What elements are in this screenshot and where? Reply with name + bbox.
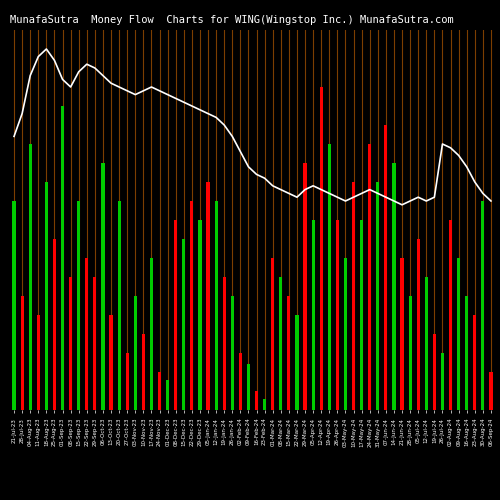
Bar bbox=[263, 398, 266, 410]
Bar bbox=[384, 125, 388, 410]
Bar bbox=[336, 220, 339, 410]
Bar bbox=[53, 239, 56, 410]
Bar bbox=[408, 296, 412, 410]
Bar bbox=[118, 201, 120, 410]
Bar bbox=[465, 296, 468, 410]
Bar bbox=[288, 296, 290, 410]
Bar bbox=[368, 144, 372, 410]
Bar bbox=[490, 372, 492, 410]
Bar bbox=[247, 364, 250, 410]
Bar bbox=[344, 258, 347, 410]
Bar bbox=[424, 277, 428, 410]
Bar bbox=[36, 315, 40, 410]
Bar bbox=[457, 258, 460, 410]
Bar bbox=[94, 277, 96, 410]
Bar bbox=[61, 106, 64, 410]
Bar bbox=[312, 220, 314, 410]
Bar bbox=[158, 372, 161, 410]
Bar bbox=[230, 296, 234, 410]
Bar bbox=[45, 182, 48, 410]
Bar bbox=[433, 334, 436, 410]
Bar bbox=[20, 296, 24, 410]
Bar bbox=[441, 353, 444, 410]
Bar bbox=[360, 220, 363, 410]
Bar bbox=[214, 201, 218, 410]
Bar bbox=[222, 277, 226, 410]
Bar bbox=[449, 220, 452, 410]
Bar bbox=[473, 315, 476, 410]
Bar bbox=[320, 87, 323, 410]
Bar bbox=[150, 258, 153, 410]
Bar bbox=[12, 201, 16, 410]
Bar bbox=[102, 163, 104, 410]
Text: (Wingstop Inc.) MunafaSutra.com: (Wingstop Inc.) MunafaSutra.com bbox=[260, 15, 454, 25]
Bar bbox=[239, 353, 242, 410]
Bar bbox=[174, 220, 178, 410]
Bar bbox=[400, 258, 404, 410]
Bar bbox=[85, 258, 88, 410]
Bar bbox=[271, 258, 274, 410]
Bar bbox=[352, 182, 355, 410]
Bar bbox=[255, 391, 258, 410]
Bar bbox=[376, 182, 380, 410]
Bar bbox=[110, 315, 112, 410]
Bar bbox=[182, 239, 186, 410]
Bar bbox=[279, 277, 282, 410]
Bar bbox=[134, 296, 137, 410]
Bar bbox=[206, 182, 210, 410]
Bar bbox=[296, 315, 298, 410]
Bar bbox=[69, 277, 72, 410]
Bar bbox=[482, 201, 484, 410]
Bar bbox=[190, 201, 194, 410]
Bar bbox=[77, 201, 80, 410]
Bar bbox=[142, 334, 145, 410]
Bar bbox=[28, 144, 32, 410]
Bar bbox=[392, 163, 396, 410]
Bar bbox=[416, 239, 420, 410]
Bar bbox=[166, 380, 169, 410]
Bar bbox=[198, 220, 202, 410]
Bar bbox=[328, 144, 331, 410]
Text: MunafaSutra  Money Flow  Charts for WING: MunafaSutra Money Flow Charts for WING bbox=[10, 15, 260, 25]
Bar bbox=[304, 163, 306, 410]
Bar bbox=[126, 353, 129, 410]
